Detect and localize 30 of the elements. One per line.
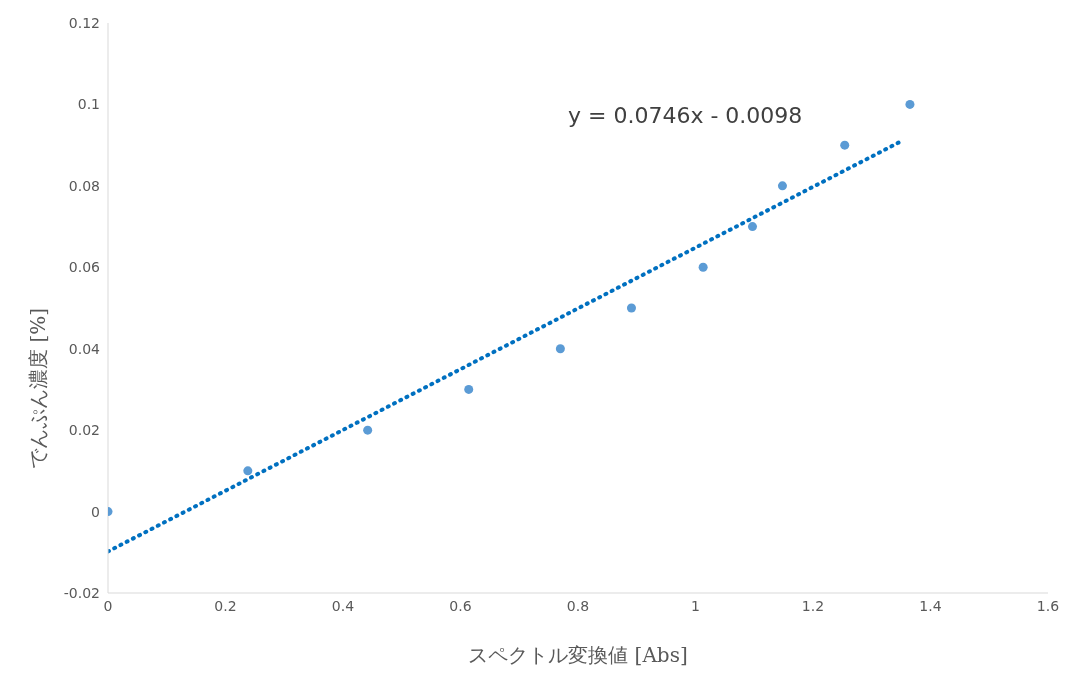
x-tick-label: 1.6 [1036,597,1060,614]
point [840,140,850,150]
point [698,262,708,272]
y-tick-label: 0.08 [68,177,100,194]
point [747,222,757,232]
x-tick-label: 1 [691,597,700,614]
y-axis-title: でんぷん濃度 [%] [26,308,51,469]
y-tick-label: 0.06 [68,259,101,276]
x-tick-label: 0 [103,597,113,614]
y-tick-label: 0.04 [68,340,101,357]
point [626,303,636,313]
point [905,99,915,109]
point [777,181,787,191]
x-tick-label: 1.2 [801,597,825,614]
annotation: y = 0.0746x - 0.0098 [568,103,803,128]
point [464,384,474,394]
x-tick-label: 0.8 [566,597,590,614]
y-tick-label: 0.02 [68,422,100,439]
point [555,344,565,354]
y-tick-label: 0.12 [68,14,100,31]
point [363,425,373,435]
x-tick-label: 0.2 [214,597,237,614]
y-tick-label: 0 [91,503,100,520]
x-tick-label: 0.4 [331,597,355,614]
y-tick-label: 0.1 [77,96,100,113]
x-axis-title: スペクトル変換値 [Abs] [468,643,688,668]
x-tick-label: 0.6 [449,597,472,614]
y-tick-label: -0.02 [63,584,100,601]
point [243,466,253,476]
x-tick-label: 1.4 [919,597,942,614]
